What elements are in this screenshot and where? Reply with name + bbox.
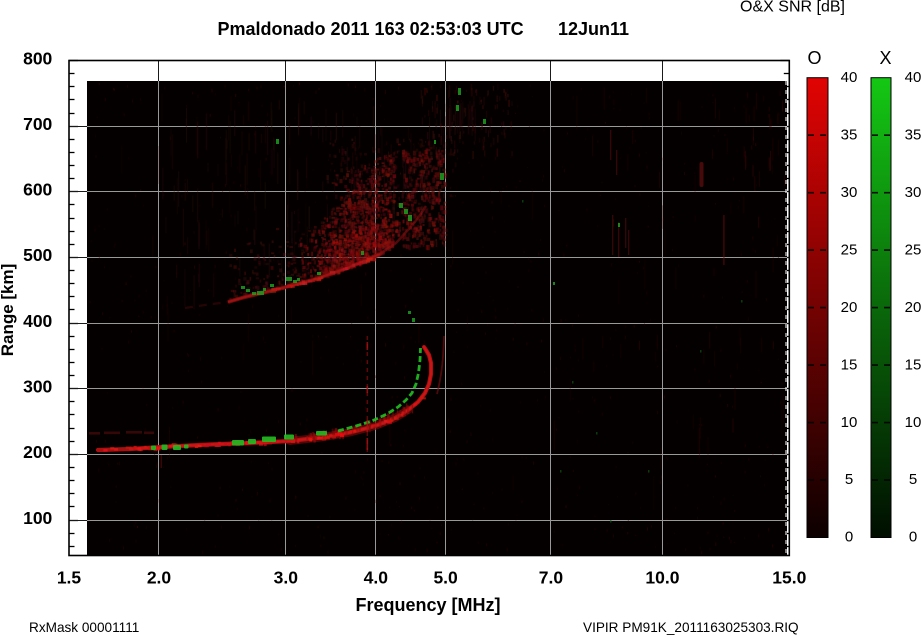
svg-text:600: 600 bbox=[23, 180, 52, 200]
svg-text:10.0: 10.0 bbox=[645, 568, 679, 588]
svg-text:15: 15 bbox=[905, 356, 922, 373]
svg-text:4.0: 4.0 bbox=[364, 568, 389, 588]
svg-text:400: 400 bbox=[23, 311, 52, 331]
svg-text:35: 35 bbox=[841, 126, 858, 143]
svg-text:30: 30 bbox=[905, 184, 922, 201]
svg-text:700: 700 bbox=[23, 114, 52, 134]
svg-text:10: 10 bbox=[841, 414, 858, 431]
svg-text:O&X SNR [dB]: O&X SNR [dB] bbox=[740, 0, 845, 16]
svg-text:VIPIR PM91K_2011163025303.RIQ: VIPIR PM91K_2011163025303.RIQ bbox=[583, 620, 799, 635]
svg-text:40: 40 bbox=[841, 69, 858, 86]
svg-text:Range [km]: Range [km] bbox=[0, 264, 17, 357]
svg-text:5: 5 bbox=[845, 471, 853, 488]
svg-text:3.0: 3.0 bbox=[274, 568, 299, 588]
svg-text:25: 25 bbox=[841, 241, 858, 258]
svg-text:15.0: 15.0 bbox=[772, 568, 806, 588]
svg-text:1.5: 1.5 bbox=[57, 568, 82, 588]
svg-text:25: 25 bbox=[905, 241, 922, 258]
svg-text:200: 200 bbox=[23, 442, 52, 462]
svg-text:300: 300 bbox=[23, 377, 52, 397]
svg-text:20: 20 bbox=[841, 299, 858, 316]
svg-text:X: X bbox=[879, 48, 891, 68]
svg-text:Frequency [MHz]: Frequency [MHz] bbox=[355, 595, 500, 615]
svg-text:Pmaldonado 2011 163 02:53:03 U: Pmaldonado 2011 163 02:53:03 UTC bbox=[218, 19, 524, 39]
svg-text:RxMask 00001111: RxMask 00001111 bbox=[29, 620, 139, 635]
svg-text:O: O bbox=[807, 48, 821, 68]
svg-text:5.0: 5.0 bbox=[433, 568, 458, 588]
svg-text:35: 35 bbox=[905, 126, 922, 143]
svg-text:100: 100 bbox=[23, 508, 52, 528]
svg-text:0: 0 bbox=[845, 529, 853, 546]
svg-text:15: 15 bbox=[841, 356, 858, 373]
svg-text:500: 500 bbox=[23, 245, 52, 265]
svg-text:12Jun11: 12Jun11 bbox=[558, 19, 629, 39]
svg-text:20: 20 bbox=[905, 299, 922, 316]
svg-text:0: 0 bbox=[909, 529, 917, 546]
svg-text:30: 30 bbox=[841, 184, 858, 201]
svg-text:40: 40 bbox=[905, 69, 922, 86]
svg-text:5: 5 bbox=[909, 471, 917, 488]
svg-text:800: 800 bbox=[23, 48, 52, 68]
svg-text:2.0: 2.0 bbox=[147, 568, 172, 588]
svg-text:10: 10 bbox=[905, 414, 922, 431]
svg-text:7.0: 7.0 bbox=[539, 568, 564, 588]
